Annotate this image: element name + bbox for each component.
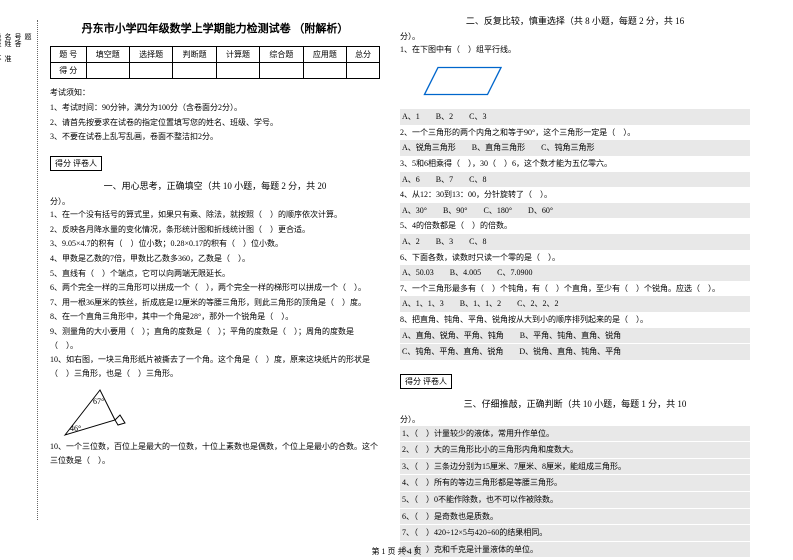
opts: A、直角、锐角、平角、钝角 B、平角、钝角、直角、锐角 (400, 328, 750, 344)
q: 7、用一根36厘米的铁丝，折成底是12厘米的等腰三角形，则此三角形的顶角是（ ）… (50, 296, 380, 310)
notice-title: 考试须知： (50, 87, 380, 100)
opts: A、锐角三角形 B、直角三角形 C、钝角三角形 (400, 140, 750, 156)
notice-item: 3、不要在试卷上乱写乱画，卷面不整洁扣2分。 (50, 131, 380, 144)
opts: A、1 B、2 C、3 (400, 109, 750, 125)
right-column: 二、反复比较，慎重选择（共 8 小题，每题 2 分，共 16 分）。 1、在下图… (390, 10, 760, 558)
q: 4、（ ）所有的等边三角形都是等腰三角形。 (400, 475, 750, 491)
opts: A、1、1、3 B、1、1、2 C、2、2、2 (400, 296, 750, 312)
choice-questions: 1、在下图中有（ ）组平行线。 A、1 B、2 C、3 2、一个三角形的两个内角… (400, 43, 750, 360)
th: 综合题 (260, 47, 303, 63)
q: 3、5和6相乘得（ ），30（ ）6，这个数才能为五亿零六。 (400, 157, 750, 171)
q: 5、（ ）0不能作除数，也不可以作被除数。 (400, 492, 750, 508)
q: 4、从12：30到13：00，分针旋转了（ ）。 (400, 188, 750, 202)
grader-box: 得分 评卷人 (50, 156, 102, 171)
left-column: 丹东市小学四年级数学上学期能力检测试卷 （附解析） 题 号 填空题 选择题 判断… (40, 10, 390, 558)
section-3-title: 三、仔细推敲，正确判断（共 10 小题，每题 1 分，共 10 (400, 397, 750, 410)
judge-questions: 1、（ ）计量较少的液体，常用升作单位。 2、（ ）大的三角形比小的三角形内角和… (400, 426, 750, 558)
q: 2、一个三角形的两个内角之和等于90°，这个三角形一定是（ ）。 (400, 126, 750, 140)
section-2-title: 二、反复比较，慎重选择（共 8 小题，每题 2 分，共 16 (400, 14, 750, 27)
q: 5、直线有（ ）个端点，它可以向两端无限延长。 (50, 267, 380, 281)
q: 1、（ ）计量较少的液体，常用升作单位。 (400, 426, 750, 442)
opts: A、50.03 B、4.005 C、7.0900 (400, 265, 750, 281)
th: 选择题 (129, 47, 172, 63)
notice-item: 1、考试时间：90分钟，满分为100分（含卷面分2分）。 (50, 102, 380, 115)
q: 3、9.05×4.7的积有（ ）位小数；0.28×0.17的积有（ ）位小数。 (50, 237, 380, 251)
q: 1、在一个没有括号的算式里，如果只有乘、除法，就按照（ ）的顺序依次计算。 (50, 208, 380, 222)
opts: C、钝角、平角、直角、锐角 D、锐角、直角、钝角、平角 (400, 344, 750, 360)
q: 8、把直角、钝角、平角、锐角按从大到小的顺序排列起来的是（ ）。 (400, 313, 750, 327)
th: 计算题 (216, 47, 259, 63)
row-label: 得 分 (51, 63, 87, 79)
q: 6、两个完全一样的三角形可以拼成一个（ ），两个完全一样的梯形可以拼成一个（ ）… (50, 281, 380, 295)
score-table: 题 号 填空题 选择题 判断题 计算题 综合题 应用题 总分 得 分 (50, 46, 380, 79)
opts: A、2 B、3 C、8 (400, 234, 750, 250)
fill-blank-questions: 1、在一个没有括号的算式里，如果只有乘、除法，就按照（ ）的顺序依次计算。 2、… (50, 208, 380, 467)
q: 10、一个三位数，百位上是最大的一位数，十位上素数也是偶数，个位上是最小的合数。… (50, 440, 380, 467)
gutter-label: 级班 不 (0, 33, 3, 487)
angle-b: 67° (93, 395, 104, 409)
q: 6、（ ）是奇数也是质数。 (400, 509, 750, 525)
binding-gutter: 题 号答 名姓 准 级班 不 内 校学 线 封 道街 镇乡 (0, 10, 35, 510)
q: 6、下面各数，读数时只读一个零的是（ ）。 (400, 251, 750, 265)
section-1-tail: 分）。 (50, 196, 380, 207)
th: 总分 (347, 47, 380, 63)
parallelogram-figure (420, 61, 510, 101)
angle-a: 46° (70, 422, 81, 436)
exam-notice: 考试须知： 1、考试时间：90分钟，满分为100分（含卷面分2分）。 2、请首先… (50, 87, 380, 144)
th: 判断题 (173, 47, 216, 63)
th: 应用题 (303, 47, 346, 63)
page-footer: 第 1 页 共 4 页 (0, 546, 793, 557)
q: 9、测量角的大小要用（ ）；直角的度数是（ ）；平角的度数是（ ）；周角的度数是… (50, 325, 380, 352)
q: 3、（ ）三条边分别为15厘米、7厘米、8厘米，能组成三角形。 (400, 459, 750, 475)
th: 填空题 (86, 47, 129, 63)
section-1-title: 一、用心思考，正确填空（共 10 小题，每题 2 分，共 20 (50, 179, 380, 192)
opts: A、30° B、90° C、180° D、60° (400, 203, 750, 219)
paper-title: 丹东市小学四年级数学上学期能力检测试卷 （附解析） (50, 20, 380, 36)
q: 2、（ ）大的三角形比小的三角形内角和度数大。 (400, 442, 750, 458)
q: 8、在一个直角三角形中，其中一个角是28°，那外一个锐角是（ ）。 (50, 310, 380, 324)
q: 7、（ ）420÷12×5与420÷60的结果相同。 (400, 525, 750, 541)
q: 1、在下图中有（ ）组平行线。 (400, 43, 750, 57)
gutter-label: 名姓 准 (3, 33, 13, 487)
q: 2、反映各月降水量的变化情况，条形统计图和折线统计图（ ）更合适。 (50, 223, 380, 237)
triangle-figure: 46° 67° (60, 385, 120, 435)
notice-item: 2、请首先按要求在试卷的指定位置填写您的姓名、班级、学号。 (50, 117, 380, 130)
th: 题 号 (51, 47, 87, 63)
grader-box: 得分 评卷人 (400, 374, 452, 389)
q: 10、如右图，一块三角形纸片被撕去了一个角。这个角是（ ）度，原来这块纸片的形状… (50, 353, 380, 380)
fold-line (37, 20, 38, 520)
gutter-label: 号答 (13, 33, 23, 487)
gutter-label: 题 (23, 33, 33, 487)
opts: A、6 B、7 C、8 (400, 172, 750, 188)
section-3-tail: 分）。 (400, 414, 750, 425)
q: 7、一个三角形最多有（ ）个钝角，有（ ）个直角，至少有（ ）个锐角。应选（ ）… (400, 282, 750, 296)
q: 4、甲数是乙数的7倍，甲数比乙数多360，乙数是（ ）。 (50, 252, 380, 266)
section-2-tail: 分）。 (400, 31, 750, 42)
q: 5、4的倍数都是（ ）的倍数。 (400, 219, 750, 233)
